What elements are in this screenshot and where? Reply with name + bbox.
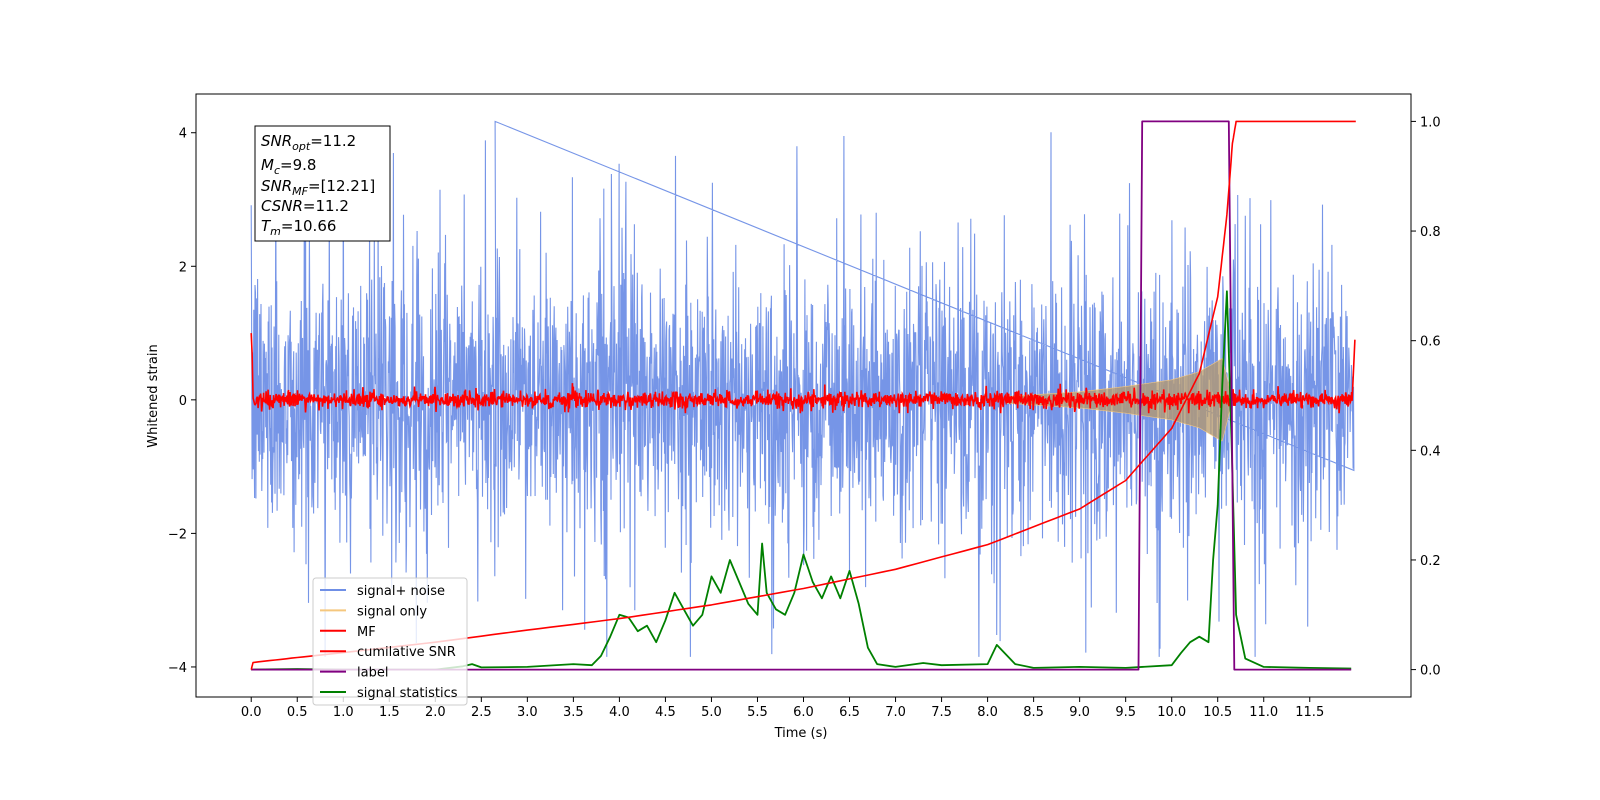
x-tick-label: 1.5 (379, 705, 400, 720)
x-tick-label: 6.0 (793, 705, 814, 720)
x-tick-label: 0.5 (287, 705, 308, 720)
x-tick-label: 7.0 (885, 705, 906, 720)
x-tick-label: 9.5 (1115, 705, 1136, 720)
legend-label: label (357, 666, 388, 681)
info-snr-mf-base: SNR (261, 177, 292, 195)
x-tick-label: 11.0 (1249, 705, 1278, 720)
legend-label: signal+ noise (357, 584, 445, 599)
y-axis-right: 0.0 0.2 0.4 0.6 0.8 1.0 (1411, 115, 1441, 679)
y-tick-label: −2 (168, 527, 187, 542)
legend-label: signal statistics (357, 686, 458, 701)
info-mc-value: =9.8 (280, 156, 316, 174)
info-box-frame (254, 125, 391, 242)
info-tm-base: T (261, 217, 272, 235)
y-right-tick-label: 0.0 (1420, 664, 1441, 679)
x-tick-label: 11.5 (1295, 705, 1324, 720)
x-tick-label: 0.0 (241, 705, 262, 720)
info-snr-mf: SNRMF=[12.21] (261, 177, 375, 198)
info-snr-mf-sub: MF (292, 185, 308, 198)
legend: signal+ noise signal only MF cumilative SNR… (312, 577, 468, 706)
info-snr-opt: SNRopt=11.2 (261, 132, 356, 153)
x-tick-label: 6.5 (839, 705, 860, 720)
x-tick-label: 4.5 (655, 705, 676, 720)
info-tm-value: =10.66 (281, 217, 337, 235)
info-mc: Mc=9.8 (261, 156, 316, 177)
y-axis-left: −4 −2 0 2 4 (168, 127, 196, 676)
info-snr-opt-value: =11.2 (310, 132, 356, 150)
x-tick-label: 9.0 (1069, 705, 1090, 720)
x-axis: 0.0 0.5 1.0 1.5 2.0 2.5 3.0 3.5 4.0 4.5 5.0 5.5 6.0 6… (241, 697, 1324, 720)
y-right-tick-label: 0.4 (1420, 444, 1441, 459)
x-tick-label: 1.0 (333, 705, 354, 720)
mf-layer (250, 333, 1356, 414)
legend-label: MF (357, 625, 376, 640)
series-label (251, 120, 1352, 671)
info-mc-base: M (261, 156, 274, 174)
info-box: SNRopt=11.2 Mc=9.8 SNRMF=[12.21] CSNR=11… (254, 125, 391, 242)
info-snr-opt-sub: opt (292, 140, 311, 153)
x-tick-label: 2.5 (471, 705, 492, 720)
info-snr-opt-base: SNR (261, 132, 292, 150)
y-tick-label: 0 (179, 394, 187, 409)
legend-items: signal+ noise signal only MF cumilative SNR… (320, 584, 458, 701)
info-mc-sub: c (274, 164, 280, 177)
x-tick-label: 3.0 (517, 705, 538, 720)
x-tick-label: 3.5 (563, 705, 584, 720)
info-tm: Tm=10.66 (261, 217, 336, 238)
x-tick-label: 8.0 (977, 705, 998, 720)
x-tick-label: 2.0 (425, 705, 446, 720)
series-signal-statistics (251, 290, 1352, 671)
y-tick-label: −4 (168, 661, 187, 676)
legend-frame (312, 577, 468, 706)
y-tick-label: 2 (179, 260, 187, 275)
x-tick-label: 7.5 (931, 705, 952, 720)
info-snr-mf-value: =[12.21] (308, 177, 375, 195)
y-tick-label: 4 (179, 127, 187, 142)
info-tm-sub: m (270, 225, 281, 238)
x-tick-label: 5.5 (747, 705, 768, 720)
x-tick-label: 5.0 (701, 705, 722, 720)
y-right-tick-label: 1.0 (1420, 115, 1441, 130)
y-right-tick-label: 0.8 (1420, 225, 1441, 240)
x-tick-label: 10.0 (1157, 705, 1186, 720)
info-csnr: CSNR=11.2 (261, 197, 349, 215)
legend-label: signal only (357, 604, 427, 619)
info-csnr-base: CSNR (261, 197, 303, 215)
series-mf (250, 333, 1356, 414)
x-tick-label: 8.5 (1023, 705, 1044, 720)
x-tick-label: 4.0 (609, 705, 630, 720)
legend-label: cumilative SNR (357, 645, 456, 660)
y-axis-label: Whitened strain (146, 344, 161, 447)
x-tick-label: 10.5 (1203, 705, 1232, 720)
x-axis-label: Time (s) (774, 726, 828, 741)
y-right-tick-label: 0.2 (1420, 554, 1441, 569)
info-csnr-value: =11.2 (303, 197, 349, 215)
y-right-tick-label: 0.6 (1420, 335, 1441, 350)
